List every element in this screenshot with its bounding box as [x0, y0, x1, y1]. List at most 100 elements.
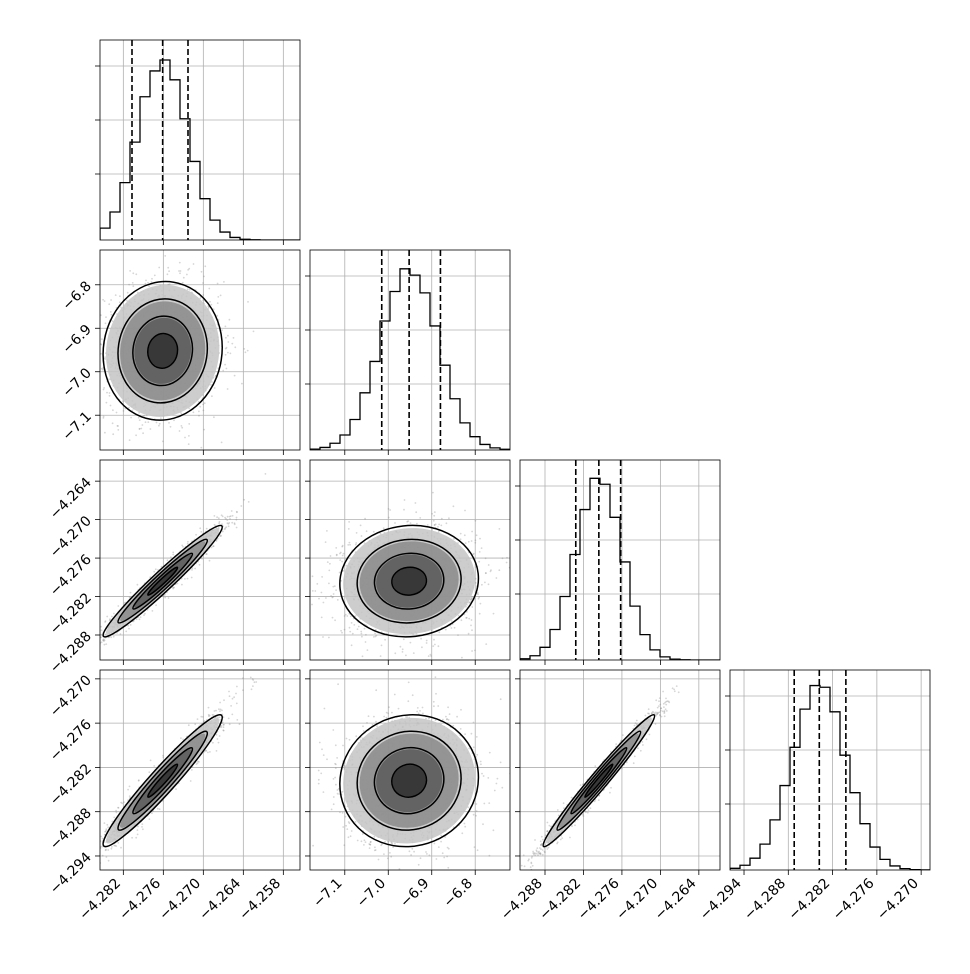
scatter-point [332, 596, 334, 598]
scatter-point [234, 522, 236, 524]
scatter-point [96, 377, 98, 379]
scatter-point [145, 421, 147, 423]
scatter-point [179, 430, 181, 432]
scatter-point [243, 499, 245, 501]
scatter-point [216, 540, 218, 542]
scatter-point [200, 447, 202, 449]
scatter-point [112, 422, 114, 424]
y-tick-label: −4.276 [47, 552, 95, 600]
scatter-point [289, 624, 291, 626]
scatter-point [228, 525, 230, 527]
scatter-point [128, 628, 130, 630]
scatter-point [103, 389, 105, 391]
scatter-point [120, 633, 122, 635]
scatter-point [193, 263, 195, 265]
scatter-point [419, 517, 421, 519]
scatter-point [236, 517, 238, 519]
scatter-point [432, 492, 434, 494]
scatter-point [195, 534, 197, 536]
scatter-point [348, 528, 350, 530]
scatter-point [113, 613, 115, 615]
scatter-point [475, 520, 477, 522]
scatter-point [117, 429, 119, 431]
scatter-point [155, 604, 157, 606]
scatter-point [413, 652, 415, 654]
scatter-point [474, 650, 476, 652]
scatter-point [220, 295, 222, 297]
panel-content [47, 234, 254, 492]
scatter-point [355, 542, 357, 544]
scatter-point [471, 650, 473, 652]
scatter-point [129, 439, 131, 441]
scatter-point [90, 648, 92, 650]
scatter-point [216, 516, 218, 518]
scatter-point [97, 632, 99, 634]
scatter-point [206, 553, 208, 555]
scatter-point [336, 554, 338, 556]
scatter-point [209, 234, 211, 236]
scatter-point [173, 419, 175, 421]
scatter-point [139, 618, 141, 620]
scatter-point [325, 597, 327, 599]
panel-content [100, 40, 300, 240]
scatter-point [199, 527, 201, 529]
scatter-point [101, 368, 103, 370]
scatter-point [236, 527, 238, 529]
scatter-point [434, 524, 436, 526]
scatter-point [130, 417, 132, 419]
scatter-point [225, 326, 227, 328]
scatter-point [438, 524, 440, 526]
scatter-point [167, 273, 169, 275]
scatter-point [432, 645, 434, 647]
scatter-point [92, 659, 94, 661]
scatter-point [90, 322, 92, 324]
scatter-point [179, 272, 181, 274]
scatter-point [384, 639, 386, 641]
scatter-point [137, 584, 139, 586]
scatter-point [193, 411, 195, 413]
scatter-point [217, 302, 219, 304]
scatter-point [211, 547, 213, 549]
scatter-point [142, 432, 144, 434]
scatter-point [98, 352, 100, 354]
scatter-point [182, 546, 184, 548]
scatter-point [112, 409, 114, 411]
scatter-point [403, 509, 405, 511]
scatter-point [307, 578, 309, 580]
scatter-point [91, 383, 93, 385]
scatter-point [98, 367, 100, 369]
scatter-point [474, 542, 476, 544]
scatter-point [106, 402, 108, 404]
scatter-point [177, 583, 179, 585]
scatter-point [227, 335, 229, 337]
scatter-point [415, 511, 417, 513]
scatter-point [202, 282, 204, 284]
scatter-point [189, 289, 191, 291]
scatter-point [188, 435, 190, 437]
scatter-point [96, 370, 98, 372]
scatter-point [168, 270, 170, 272]
scatter-point [139, 428, 141, 430]
scatter-point [89, 317, 91, 319]
scatter-point [445, 629, 447, 631]
scatter-point [97, 372, 99, 374]
scatter-point [145, 280, 147, 282]
scatter-point [220, 535, 222, 537]
histogram-panel-1 [305, 250, 510, 455]
scatter-point [321, 617, 323, 619]
scatter-point [86, 359, 88, 361]
scatter-point [210, 304, 212, 306]
scatter-point [203, 429, 205, 431]
scatter-point [217, 296, 219, 298]
scatter-point [130, 592, 132, 594]
scatter-point [232, 515, 234, 517]
scatter-point [402, 651, 404, 653]
scatter-point [110, 636, 112, 638]
scatter-point [221, 442, 223, 444]
scatter-point [95, 322, 97, 324]
scatter-point [108, 378, 110, 380]
scatter-point [97, 310, 99, 312]
density-panel-1-0: −7.1−7.0−6.9−6.8 [47, 234, 300, 492]
scatter-point [360, 525, 362, 527]
scatter-point [230, 515, 232, 517]
